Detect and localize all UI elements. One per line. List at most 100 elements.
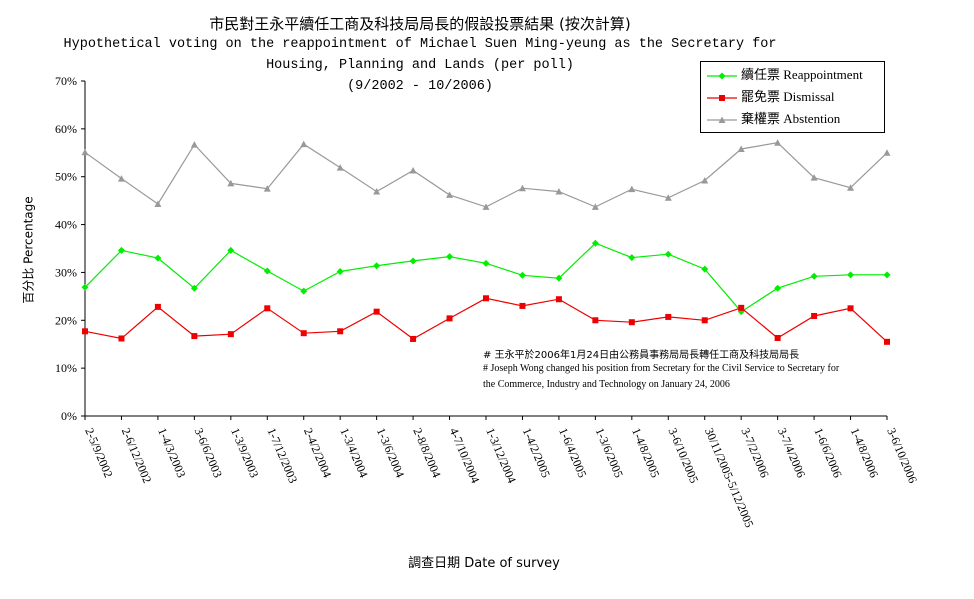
x-tick-label: 1-6/6/2006	[811, 426, 844, 480]
data-point-abstention	[883, 149, 891, 156]
y-axis-label: 百分比 Percentage	[21, 196, 36, 304]
data-point-dismissal	[884, 338, 890, 345]
data-point-dismissal	[82, 328, 88, 335]
data-point-reappointment	[190, 284, 198, 292]
x-axis-label: 調查日期 Date of survey	[408, 556, 560, 571]
data-point-reappointment	[373, 262, 381, 270]
data-point-reappointment	[555, 274, 563, 282]
y-tick-label: 50%	[55, 170, 77, 184]
x-tick-label: 3-6/10/2005	[666, 426, 702, 485]
x-tick-label: 1-6/4/2005	[556, 426, 589, 480]
legend-item-dismissal: 罷免票 Dismissal	[707, 87, 835, 107]
x-tick-label: 1-4/3/2003	[155, 426, 188, 480]
x-tick-label: 1-4/8/2006	[848, 426, 881, 480]
data-point-reappointment	[847, 271, 855, 279]
chart-title-english-line-2: Housing, Planning and Lands (per poll)	[266, 58, 574, 73]
data-point-dismissal	[628, 319, 635, 326]
x-tick-label: 3-6/10/2006	[884, 426, 920, 485]
data-point-reappointment	[446, 253, 454, 261]
chart-legend: 續任票 Reappointment 罷免票 Dismissal 棄權票 Abst…	[700, 61, 885, 133]
data-point-abstention	[300, 140, 308, 148]
data-point-abstention	[774, 139, 782, 146]
data-point-dismissal	[701, 317, 708, 324]
data-point-abstention	[227, 179, 235, 187]
legend-item-reappointment: 續任票 Reappointment	[707, 65, 863, 85]
data-point-reappointment	[701, 265, 709, 273]
legend-marker-reappointment	[707, 72, 737, 80]
chart-note-english-line-1: # Joseph Wong changed his position from …	[483, 363, 840, 374]
x-tick-label: 1-3/4/2004	[337, 426, 370, 480]
data-point-dismissal	[410, 335, 417, 342]
data-point-dismissal	[227, 331, 234, 338]
y-tick-label: 0%	[61, 409, 77, 423]
data-point-abstention	[263, 185, 271, 192]
data-point-abstention	[847, 184, 855, 191]
data-point-reappointment	[482, 259, 490, 267]
data-point-reappointment	[263, 267, 271, 275]
y-tick-label: 20%	[55, 313, 77, 327]
data-point-reappointment	[664, 250, 672, 258]
data-point-abstention	[336, 164, 344, 171]
data-point-abstention	[555, 188, 563, 195]
x-tick-label: 3-7/2/2006	[738, 426, 771, 480]
data-point-abstention	[518, 184, 526, 192]
x-tick-label: 2-4/2/2004	[301, 426, 334, 480]
legend-item-abstention: 棄權票 Abstention	[707, 109, 840, 129]
data-point-dismissal	[592, 317, 599, 324]
data-point-reappointment	[336, 267, 344, 275]
data-point-abstention	[701, 177, 709, 184]
data-point-reappointment	[300, 287, 308, 295]
chart-note-chinese: # 王永平於2006年1月24日由公務員事務局局長轉任工商及科技局局長	[483, 350, 800, 361]
data-point-dismissal	[665, 313, 672, 320]
data-point-dismissal	[446, 315, 453, 322]
y-tick-label: 40%	[55, 218, 77, 232]
data-point-reappointment	[81, 283, 89, 291]
data-point-reappointment	[117, 246, 125, 254]
x-tick-label: 4-7/10/2004	[447, 426, 483, 485]
data-point-dismissal	[483, 295, 489, 302]
data-point-dismissal	[811, 312, 818, 319]
data-point-reappointment	[810, 272, 818, 280]
data-point-abstention	[154, 200, 162, 207]
data-point-abstention	[737, 145, 745, 152]
data-point-abstention	[409, 166, 417, 174]
x-tick-label: 1-3/6/2004	[374, 426, 407, 480]
data-point-reappointment	[628, 254, 636, 262]
data-point-dismissal	[555, 296, 562, 303]
data-point-dismissal	[847, 305, 854, 312]
legend-label-reappointment: 續任票 Reappointment	[741, 67, 863, 82]
data-point-abstention	[591, 203, 599, 210]
data-point-dismissal	[264, 305, 271, 312]
x-tick-label: 1-3/9/2003	[228, 426, 261, 480]
legend-label-abstention: 棄權票 Abstention	[741, 111, 841, 126]
y-tick-label: 30%	[55, 265, 77, 279]
data-point-abstention	[664, 194, 672, 201]
chart-title-chinese: 市民對王永平續任工商及科技局局長的假設投票結果 (按次計算)	[209, 15, 631, 33]
data-point-dismissal	[191, 333, 198, 340]
data-point-reappointment	[883, 271, 891, 279]
data-point-reappointment	[154, 254, 162, 262]
data-point-reappointment	[518, 271, 526, 279]
chart-title-english-line-3: (9/2002 - 10/2006)	[347, 79, 493, 94]
x-tick-label: 1-3/6/2005	[593, 426, 626, 480]
legend-label-dismissal: 罷免票 Dismissal	[741, 89, 835, 104]
x-tick-label: 3-6/6/2003	[192, 426, 225, 480]
x-tick-label: 2-5/9/2002	[82, 426, 115, 480]
data-point-reappointment	[409, 257, 417, 265]
x-tick-label: 2-6/12/2002	[119, 426, 155, 485]
x-tick-label: 1-4/8/2005	[629, 426, 662, 480]
data-point-abstention	[482, 203, 490, 210]
data-point-reappointment	[774, 284, 782, 292]
x-tick-label: 2-8/8/2004	[410, 426, 443, 480]
data-point-dismissal	[300, 330, 307, 337]
data-point-abstention	[373, 188, 381, 195]
data-point-dismissal	[774, 334, 781, 341]
y-tick-label: 10%	[55, 361, 77, 375]
data-point-dismissal	[738, 304, 745, 311]
data-point-abstention	[117, 175, 125, 182]
series-line-dismissal	[84, 297, 888, 343]
data-point-abstention	[190, 141, 198, 148]
y-tick-label: 70%	[55, 74, 77, 88]
series-line-reappointment	[84, 242, 887, 313]
